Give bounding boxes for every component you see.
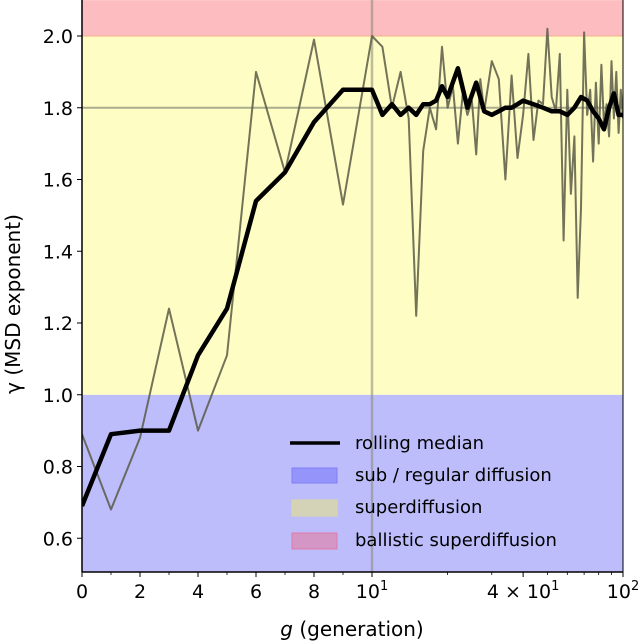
x-tick-label: 8 xyxy=(308,581,320,603)
x-tick-label: 0 xyxy=(76,581,88,603)
x-tick-label: 4 xyxy=(192,581,204,603)
y-axis-ticks: 0.6 0.8 1.0 1.2 1.4 1.6 1.8 2.0 xyxy=(43,26,82,550)
band-1 xyxy=(82,36,623,395)
y-tick-label: 1.2 xyxy=(43,313,73,335)
band-2 xyxy=(82,0,623,36)
legend-swatch-sub-diffusion xyxy=(291,467,338,484)
y-tick-label: 2.0 xyxy=(43,26,73,48)
x-tick-label: 102 xyxy=(607,579,639,603)
legend-swatch-ballistic xyxy=(291,532,338,550)
rolling-median-line xyxy=(82,66,623,507)
y-tick-label: 1.8 xyxy=(43,98,73,120)
x-tick-label: 4 × 101 xyxy=(487,579,560,603)
axes-frame xyxy=(81,0,624,573)
x-tick-label: 6 xyxy=(250,581,262,603)
data-series xyxy=(82,27,623,511)
legend-label-sub-diffusion: sub / regular diffusion xyxy=(355,465,552,486)
raw-gamma-line xyxy=(82,27,623,511)
x-tick-label: 101 xyxy=(356,579,388,603)
y-tick-label: 1.0 xyxy=(43,385,73,407)
x-axis-ticks: 0 2 4 6 8 101 4 × 101 102 xyxy=(76,572,639,603)
y-axis-label: γ (MSD exponent) xyxy=(1,214,25,394)
legend-swatch-superdiffusion xyxy=(291,499,338,517)
x-tick-label: 2 xyxy=(134,581,146,603)
y-tick-label: 0.6 xyxy=(43,528,73,550)
regime-bands xyxy=(82,0,623,572)
y-tick-label: 0.8 xyxy=(43,457,73,479)
legend: rolling median sub / regular diffusion s… xyxy=(290,433,557,551)
y-tick-label: 1.6 xyxy=(43,170,73,192)
legend-label-rolling-median: rolling median xyxy=(355,433,484,454)
y-tick-label: 1.4 xyxy=(43,241,73,263)
legend-label-superdiffusion: superdiffusion xyxy=(355,497,482,518)
legend-label-ballistic: ballistic superdiffusion xyxy=(355,530,557,551)
x-axis-label: g (generation) xyxy=(280,617,423,641)
